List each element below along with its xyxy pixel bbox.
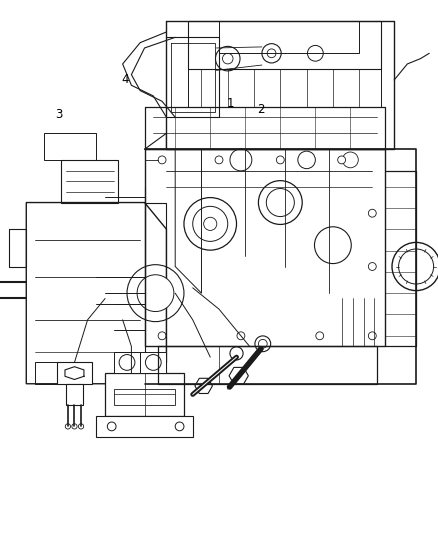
Polygon shape (114, 352, 140, 373)
Polygon shape (105, 373, 184, 416)
Polygon shape (195, 378, 212, 393)
Circle shape (368, 263, 376, 270)
Circle shape (368, 209, 376, 217)
Polygon shape (96, 416, 193, 437)
Polygon shape (229, 367, 248, 384)
Circle shape (107, 422, 116, 431)
Circle shape (368, 332, 376, 340)
Circle shape (158, 156, 166, 164)
Circle shape (158, 332, 166, 340)
Text: 3: 3 (56, 108, 63, 121)
Polygon shape (57, 362, 92, 384)
Circle shape (78, 424, 84, 429)
Circle shape (215, 156, 223, 164)
Circle shape (72, 424, 77, 429)
Circle shape (137, 274, 174, 312)
Circle shape (175, 422, 184, 431)
Circle shape (204, 217, 217, 230)
Polygon shape (140, 352, 166, 373)
Circle shape (230, 347, 243, 360)
Text: 4: 4 (121, 74, 129, 86)
Circle shape (237, 332, 245, 340)
Circle shape (255, 336, 271, 352)
Polygon shape (66, 384, 83, 405)
Text: 1: 1 (226, 98, 234, 110)
Circle shape (65, 424, 71, 429)
Circle shape (338, 156, 346, 164)
Circle shape (316, 332, 324, 340)
Text: 2: 2 (257, 103, 265, 116)
Circle shape (276, 156, 284, 164)
